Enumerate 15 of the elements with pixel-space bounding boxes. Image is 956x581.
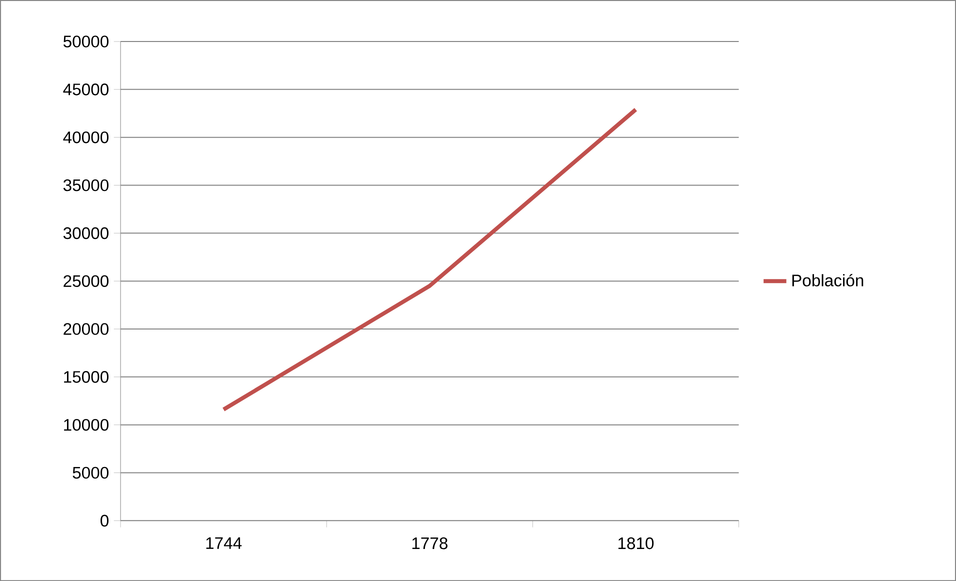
y-tick-label: 0 bbox=[100, 514, 109, 526]
y-tick-label: 25000 bbox=[64, 275, 109, 287]
y-tick-label: 50000 bbox=[63, 36, 109, 48]
y-tick-label: 15000 bbox=[64, 370, 109, 383]
y-tick-label: 20000 bbox=[64, 323, 109, 335]
y-tick-label: 40000 bbox=[63, 131, 109, 144]
x-tick-label: 1810 bbox=[618, 537, 654, 550]
y-tick-label: 10000 bbox=[64, 418, 109, 431]
legend-label: Población bbox=[792, 274, 864, 286]
y-tick-label: 45000 bbox=[63, 83, 109, 96]
y-tick-label: 5000 bbox=[72, 466, 109, 479]
y-tick-label: 30000 bbox=[63, 227, 109, 239]
y-tick-label: 35000 bbox=[63, 179, 109, 192]
x-tick-label: 1744 bbox=[206, 537, 242, 549]
x-tick-label: 1778 bbox=[412, 537, 448, 550]
